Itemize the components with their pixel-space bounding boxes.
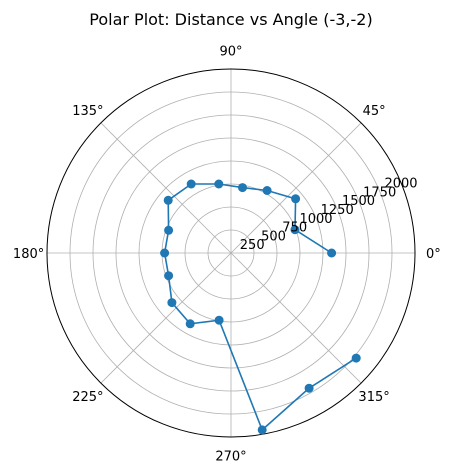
data-point	[214, 315, 224, 325]
angle-tick-label: 225°	[72, 390, 103, 405]
data-point	[186, 179, 196, 189]
radial-tick-label: 500	[261, 229, 286, 244]
data-point	[163, 195, 173, 205]
data-point	[185, 319, 195, 329]
polar-outer-frame	[46, 68, 416, 438]
angular-gridline	[230, 122, 362, 254]
data-point	[257, 425, 267, 435]
radial-tick-label: 1250	[321, 203, 354, 218]
angular-gridline	[230, 252, 362, 384]
angular-gridline	[100, 122, 232, 254]
angular-gridline	[100, 252, 232, 384]
data-markers	[160, 179, 361, 435]
angle-tick-label: 45°	[363, 104, 386, 119]
radial-tick-label: 1000	[299, 212, 332, 227]
angle-tick-label: 270°	[215, 449, 246, 464]
polar-frame	[46, 68, 416, 438]
data-point	[164, 271, 174, 281]
radial-tick-label: 2000	[384, 177, 417, 192]
data-point	[160, 248, 170, 258]
data-point	[304, 383, 314, 393]
angle-tick-label: 180°	[13, 247, 44, 262]
radial-tick-label: 1500	[342, 194, 375, 209]
data-point	[327, 248, 337, 258]
chart-title: Polar Plot: Distance vs Angle (-3,-2)	[89, 10, 372, 29]
radial-tick-label: 250	[240, 238, 265, 253]
angle-tick-label: 90°	[219, 45, 242, 60]
angle-tick-labels: 0° 45° 90° 135° 180° 225° 270° 315°	[13, 45, 441, 465]
data-point	[351, 353, 361, 363]
angle-tick-label: 315°	[358, 390, 389, 405]
data-point	[238, 183, 247, 193]
data-point	[167, 298, 177, 308]
radial-tick-label: 1750	[363, 185, 396, 200]
data-point	[214, 179, 224, 189]
radial-tick-label: 750	[282, 221, 307, 236]
polar-grid	[47, 69, 415, 437]
data-point	[262, 186, 272, 195]
angle-tick-label: 135°	[72, 104, 103, 119]
angle-tick-label: 0°	[426, 247, 441, 262]
data-point	[291, 194, 301, 204]
data-point	[164, 225, 174, 235]
data-point	[290, 225, 300, 235]
